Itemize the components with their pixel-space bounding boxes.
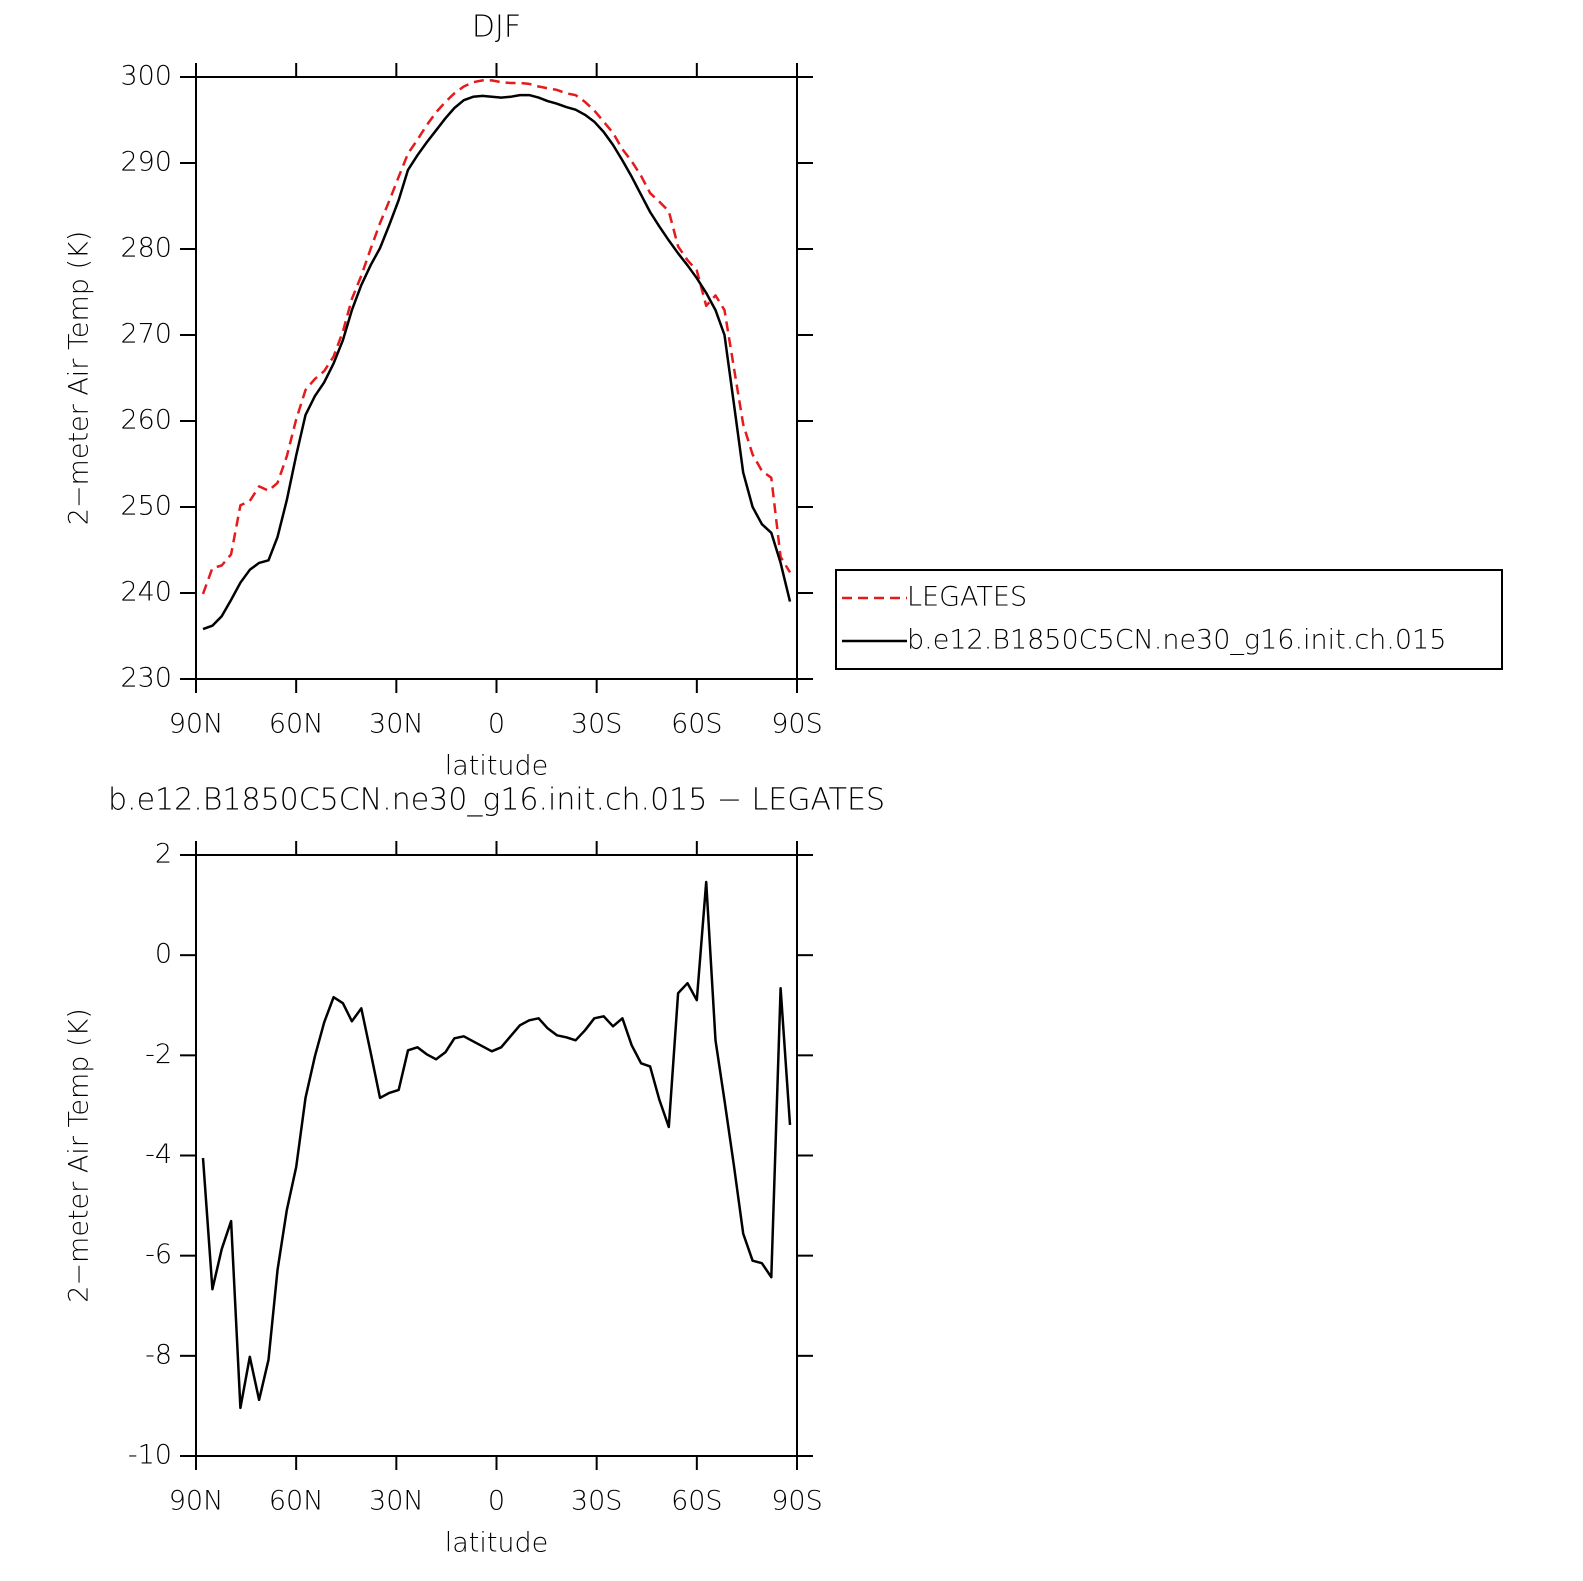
x-tick-label: 60N	[269, 709, 324, 740]
y-tick-label: 0	[155, 939, 172, 970]
y-tick-label: 270	[120, 319, 172, 350]
y-tick-label: -4	[145, 1139, 172, 1170]
plot-frame	[195, 76, 798, 680]
x-tick-label: 60S	[671, 709, 723, 740]
x-tick-label: 90S	[771, 709, 823, 740]
legend-label: LEGATES	[907, 582, 1027, 613]
y-tick-label: 240	[120, 577, 172, 608]
y-tick-label: -8	[145, 1339, 172, 1370]
legend-box	[835, 569, 1503, 670]
data-line	[201, 79, 792, 595]
y-tick-label: 250	[120, 491, 172, 522]
y-tick-label: 290	[120, 147, 172, 178]
data-line	[202, 93, 792, 631]
x-tick-label: 30S	[571, 709, 623, 740]
x-tick-label: 90S	[771, 1486, 823, 1517]
plot-frame	[195, 854, 798, 1457]
y-tick-label: 260	[120, 405, 172, 436]
chart-title: b.e12.B1850C5CN.ne30_g16.init.ch.015 − L…	[108, 783, 885, 818]
x-tick-label: 0	[488, 709, 505, 740]
x-tick-label: 30S	[571, 1486, 623, 1517]
x-tick-label: 30N	[369, 709, 424, 740]
y-axis-label: 2−meter Air Temp (K)	[64, 231, 95, 526]
y-axis-label: 2−meter Air Temp (K)	[64, 1008, 95, 1303]
y-tick-label: 300	[120, 61, 172, 92]
x-tick-label: 60N	[269, 1486, 324, 1517]
x-tick-label: 0	[488, 1486, 505, 1517]
y-tick-label: -6	[145, 1239, 172, 1270]
x-tick-label: 90N	[169, 709, 224, 740]
legend-label: b.e12.B1850C5CN.ne30_g16.init.ch.015	[907, 625, 1446, 656]
y-tick-label: -10	[128, 1440, 172, 1471]
y-tick-label: 280	[120, 233, 172, 264]
x-axis-label: latitude	[445, 1528, 549, 1559]
y-tick-label: 230	[120, 663, 172, 694]
chart-title: DJF	[472, 10, 521, 45]
x-tick-label: 60S	[671, 1486, 723, 1517]
x-tick-label: 30N	[369, 1486, 424, 1517]
x-axis-label: latitude	[445, 751, 549, 782]
x-tick-label: 90N	[169, 1486, 224, 1517]
y-tick-label: -2	[145, 1039, 172, 1070]
y-tick-label: 2	[155, 839, 172, 870]
data-line	[201, 880, 792, 1410]
